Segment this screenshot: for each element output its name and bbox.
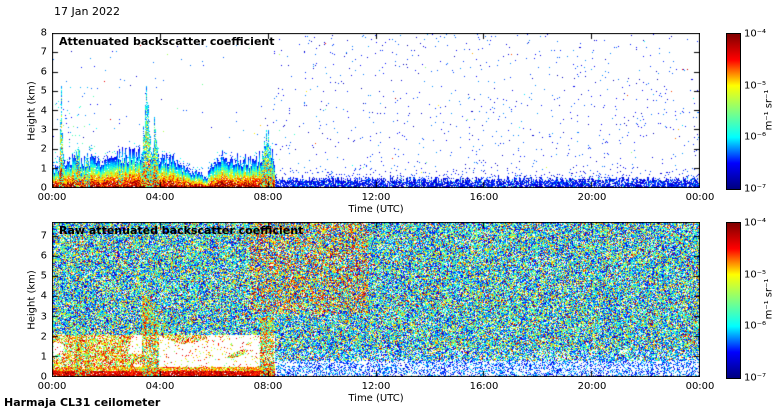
bottom-x-axis-label: Time (UTC) — [348, 393, 403, 404]
y-tick-label: 6 — [41, 66, 47, 77]
colorbar-tick-label: 10⁻⁴ — [744, 218, 766, 229]
top-x-axis-label: Time (UTC) — [348, 204, 403, 215]
y-tick-label: 0 — [41, 372, 47, 383]
top-colorbar-unit-label: m⁻¹ sr⁻¹ — [764, 90, 775, 131]
top-panel: Attenuated backscatter coefficient Heigh… — [52, 33, 700, 188]
colorbar-tick-label: 10⁻⁶ — [744, 132, 766, 143]
bottom-y-axis-label: Height (km) — [27, 270, 38, 330]
y-tick-label: 5 — [41, 271, 47, 282]
x-tick-label: 04:00 — [146, 192, 175, 203]
y-tick-label: 3 — [41, 124, 47, 135]
colorbar-tick-label: 10⁻⁶ — [744, 321, 766, 332]
y-tick-label: 5 — [41, 86, 47, 97]
y-tick-label: 1 — [41, 163, 47, 174]
y-tick-label: 3 — [41, 311, 47, 322]
x-tick-label: 20:00 — [578, 192, 607, 203]
y-tick-label: 7 — [41, 231, 47, 242]
date-label: 17 Jan 2022 — [54, 5, 120, 18]
y-tick-label: 2 — [41, 331, 47, 342]
x-tick-label: 04:00 — [146, 381, 175, 392]
x-tick-label: 00:00 — [38, 381, 67, 392]
x-tick-label: 12:00 — [362, 192, 391, 203]
y-tick-label: 8 — [41, 28, 47, 39]
bottom-panel: Raw attenuated backscatter coefficient H… — [52, 222, 700, 377]
bottom-heatmap-canvas — [52, 222, 700, 377]
y-tick-label: 4 — [41, 291, 47, 302]
y-tick-label: 4 — [41, 105, 47, 116]
x-tick-label: 08:00 — [254, 381, 283, 392]
x-tick-label: 00:00 — [686, 381, 715, 392]
x-tick-label: 20:00 — [578, 381, 607, 392]
bottom-panel-title: Raw attenuated backscatter coefficient — [59, 224, 303, 237]
y-tick-label: 0 — [41, 183, 47, 194]
bottom-colorbar-unit-label: m⁻¹ sr⁻¹ — [764, 279, 775, 320]
x-tick-label: 00:00 — [38, 192, 67, 203]
colorbar-tick-label: 10⁻⁷ — [744, 184, 766, 195]
top-y-axis-label: Height (km) — [27, 81, 38, 141]
y-tick-label: 2 — [41, 144, 47, 155]
y-tick-label: 6 — [41, 251, 47, 262]
x-tick-label: 08:00 — [254, 192, 283, 203]
x-tick-label: 12:00 — [362, 381, 391, 392]
top-panel-title: Attenuated backscatter coefficient — [59, 35, 275, 48]
x-tick-label: 00:00 — [686, 192, 715, 203]
ceilometer-figure: 17 Jan 2022 Attenuated backscatter coeff… — [0, 0, 780, 420]
x-tick-label: 16:00 — [470, 381, 499, 392]
y-tick-label: 7 — [41, 47, 47, 58]
y-tick-label: 1 — [41, 351, 47, 362]
top-colorbar: 10⁻⁴ 10⁻⁵ 10⁻⁶ 10⁻⁷ — [726, 33, 741, 190]
top-heatmap-canvas — [52, 33, 700, 188]
colorbar-tick-label: 10⁻⁷ — [744, 373, 766, 384]
instrument-label: Harmaja CL31 ceilometer — [4, 396, 160, 409]
x-tick-label: 16:00 — [470, 192, 499, 203]
bottom-colorbar: 10⁻⁴ 10⁻⁵ 10⁻⁶ 10⁻⁷ — [726, 222, 741, 379]
colorbar-tick-label: 10⁻⁴ — [744, 29, 766, 40]
